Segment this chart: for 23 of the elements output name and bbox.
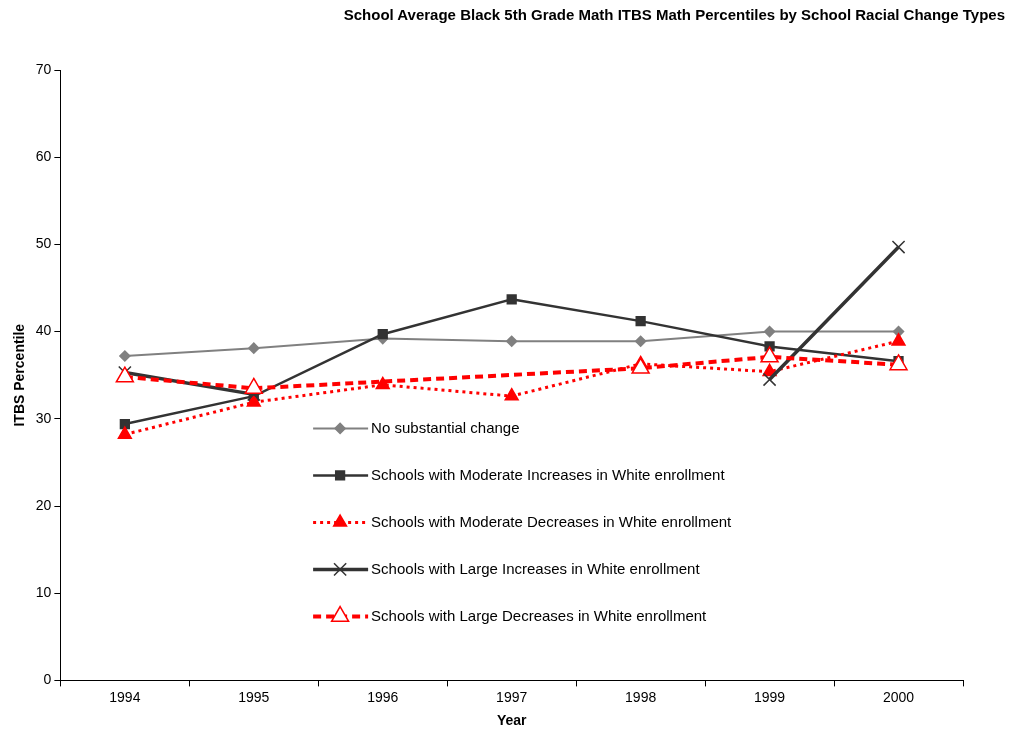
legend-label: No substantial change: [371, 418, 520, 436]
chart-title: School Average Black 5th Grade Math ITBS Math Percentiles by School Racial Change Types: [342, 6, 1006, 23]
y-axis-title: ITBS Percentile: [11, 323, 28, 427]
x-tick-label: 1998: [625, 688, 657, 705]
legend-label: Schools with Large Increases in White enrollment: [371, 559, 701, 577]
y-tick-label: 0: [43, 671, 52, 688]
y-tick-label: 70: [35, 60, 52, 77]
y-tick-label: 50: [35, 235, 52, 252]
x-tick-label: 1997: [496, 688, 528, 705]
x-tick-label: 1995: [238, 688, 270, 705]
x-tick-label: 1994: [109, 688, 141, 705]
x-tick-label: 1996: [367, 688, 399, 705]
x-axis-title: Year: [496, 712, 528, 729]
y-tick-label: 40: [35, 322, 52, 339]
legend-label: Schools with Moderate Decreases in White enrollment: [371, 512, 733, 530]
y-tick-label: 20: [35, 496, 52, 513]
y-tick-label: 60: [35, 148, 52, 165]
y-tick-label: 10: [35, 584, 52, 601]
x-tick-label: 1999: [754, 688, 786, 705]
y-tick-label: 30: [35, 409, 52, 426]
legend-label: Schools with Large Decreases in White enrollment: [371, 606, 708, 624]
legend-label: Schools with Moderate Increases in White enrollment: [371, 465, 726, 483]
x-tick-label: 2000: [882, 688, 915, 705]
